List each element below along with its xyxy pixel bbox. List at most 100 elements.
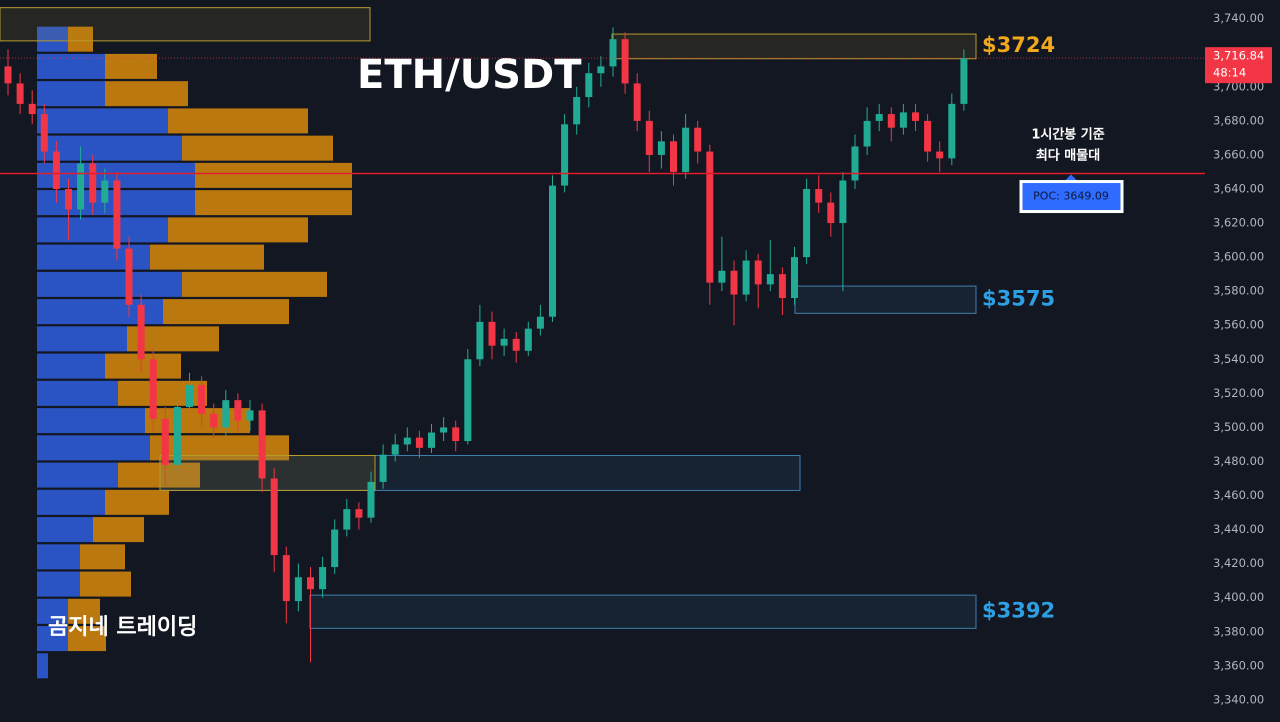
- profile-sell: [105, 489, 169, 515]
- zone: [309, 594, 977, 629]
- candle-body: [827, 202, 835, 224]
- candle-body: [137, 304, 145, 360]
- candle-body: [488, 321, 496, 346]
- candle-body: [391, 444, 399, 455]
- profile-sell: [195, 190, 352, 216]
- candle-body: [4, 66, 12, 84]
- candle-body: [585, 73, 593, 98]
- overlay: ETH/USDT 곰지네 트레이딩 1시간봉 기준 최다 매물대 $3724 $3…: [0, 33, 1205, 640]
- y-tick-label: 3,640.00: [1213, 182, 1264, 196]
- y-tick-label: 3,440.00: [1213, 522, 1264, 536]
- candle-body: [367, 481, 375, 518]
- candle-body: [682, 127, 690, 172]
- candle-body: [415, 437, 423, 448]
- zone: [159, 455, 801, 491]
- candle-body: [307, 577, 314, 590]
- candle-body: [500, 338, 508, 346]
- y-tick-label: 3,560.00: [1213, 318, 1264, 332]
- y-tick-label: 3,580.00: [1213, 284, 1264, 298]
- profile-buy: [37, 108, 168, 134]
- watermark: 곰지네 트레이딩: [48, 615, 197, 640]
- profile-buy: [37, 135, 182, 161]
- candle-body: [645, 120, 653, 155]
- profile-buy: [37, 53, 105, 79]
- candle-body: [210, 413, 218, 428]
- candle-body: [549, 185, 556, 317]
- profile-sell: [68, 626, 106, 652]
- candle-body: [621, 39, 629, 84]
- y-tick-label: 3,360.00: [1213, 658, 1264, 672]
- profile-buy: [37, 598, 68, 624]
- candle-body: [186, 384, 193, 407]
- y-tick-label: 3,540.00: [1213, 352, 1264, 366]
- y-tick-label: 3,520.00: [1213, 386, 1264, 400]
- profile-buy: [37, 462, 118, 488]
- candle-body: [742, 260, 750, 295]
- candle-body: [561, 124, 569, 186]
- candle-body: [294, 577, 302, 602]
- profile-buy: [37, 326, 127, 352]
- candle-body: [754, 260, 762, 285]
- candle-body: [936, 151, 944, 159]
- profile-buy: [37, 489, 105, 515]
- candle-body: [839, 180, 847, 224]
- candle-body: [222, 400, 230, 428]
- poc-pointer: [1064, 174, 1078, 182]
- candle-body: [149, 359, 157, 419]
- zone: [0, 7, 371, 42]
- candle-body: [694, 127, 702, 152]
- y-tick-label: 3,400.00: [1213, 590, 1264, 604]
- zone: [611, 33, 977, 60]
- profile-sell: [68, 26, 93, 52]
- zone-label: $3724: [982, 33, 1055, 57]
- candle-body: [452, 427, 460, 442]
- annotation: 1시간봉 기준: [1031, 127, 1104, 143]
- zone-label: $3392: [982, 598, 1055, 622]
- candle-body: [730, 270, 738, 295]
- candle-body: [766, 274, 774, 285]
- profile-buy: [37, 653, 48, 679]
- profile-sell: [168, 108, 308, 134]
- candle-body: [912, 112, 919, 121]
- profile-buy: [37, 435, 150, 461]
- y-tick-label: 3,740.00: [1213, 11, 1264, 25]
- candle-body: [960, 58, 968, 104]
- profile-buy: [37, 271, 182, 297]
- y-axis: 3,340.00 3,360.00 3,380.00 3,400.00 3,420.00…: [1205, 11, 1272, 706]
- candle-body: [355, 509, 363, 518]
- profile-sell: [80, 571, 131, 597]
- candle-body: [28, 103, 36, 115]
- candle-body: [464, 359, 472, 442]
- y-tick-label: 3,600.00: [1213, 250, 1264, 264]
- profile-buy: [37, 217, 168, 243]
- candle-body: [718, 270, 726, 283]
- candle-body: [899, 112, 907, 128]
- profile-buy: [37, 517, 93, 543]
- profile-sell: [93, 517, 144, 543]
- profile-sell: [68, 598, 100, 624]
- y-tick-label: 3,500.00: [1213, 420, 1264, 434]
- profile-sell: [195, 162, 352, 188]
- y-tick-label: 3,340.00: [1213, 692, 1264, 706]
- candles: [4, 27, 968, 663]
- candle-body: [778, 274, 786, 298]
- y-tick-label: 3,420.00: [1213, 556, 1264, 570]
- candle-body: [16, 83, 24, 104]
- candle-body: [597, 66, 605, 74]
- candle-body: [512, 338, 520, 351]
- profile-sell: [145, 408, 250, 434]
- candle-body: [524, 328, 532, 351]
- profile-sell: [80, 544, 125, 570]
- candle-body: [173, 406, 181, 465]
- y-tick-label: 3,620.00: [1213, 216, 1264, 230]
- candle-body: [706, 151, 714, 283]
- candle-body: [125, 248, 133, 305]
- annotation: 최다 매물대: [1036, 148, 1100, 164]
- profile-buy: [37, 544, 80, 570]
- candle-body: [476, 321, 484, 360]
- candle-body: [270, 478, 278, 556]
- candle-body: [403, 437, 411, 445]
- chart-title: ETH/USDT: [357, 52, 582, 98]
